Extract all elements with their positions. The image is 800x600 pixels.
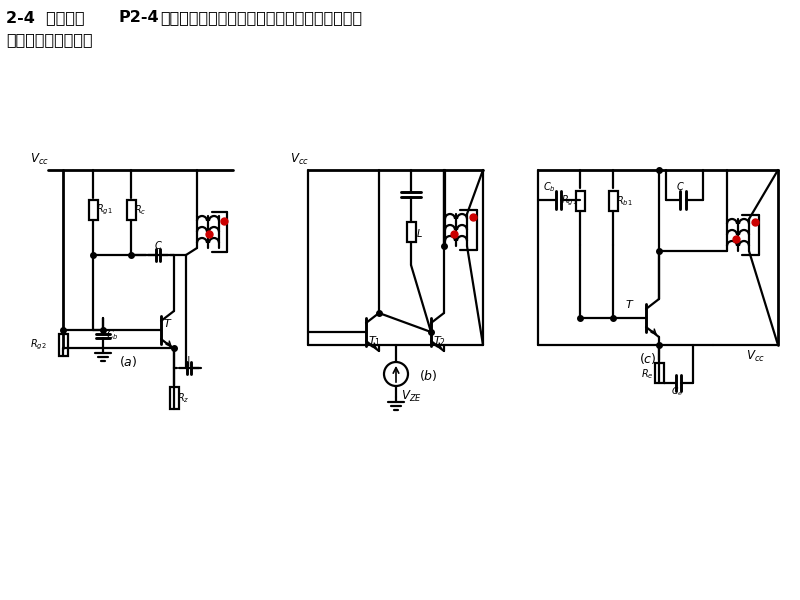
Text: $R_e$: $R_e$ <box>641 367 654 381</box>
Text: $V_{cc}$: $V_{cc}$ <box>30 152 49 167</box>
Text: $(c)$: $(c)$ <box>639 351 657 366</box>
Text: $L$: $L$ <box>416 227 423 239</box>
Text: $V_{cc}$: $V_{cc}$ <box>290 152 309 167</box>
Text: $R_c$: $R_c$ <box>134 203 146 217</box>
Text: P2-4: P2-4 <box>118 10 158 25</box>
Bar <box>406 222 415 242</box>
Text: $V_{cc}$: $V_{cc}$ <box>746 349 765 364</box>
Bar <box>89 200 98 220</box>
Text: 明变压器的同名端。: 明变压器的同名端。 <box>6 32 93 47</box>
Text: $R_z$: $R_z$ <box>177 391 190 405</box>
Text: 所示三种变压器耦合反馈振荡器的交流通路并注: 所示三种变压器耦合反馈振荡器的交流通路并注 <box>160 10 362 25</box>
Bar <box>170 387 178 409</box>
Bar <box>609 191 618 211</box>
Text: $R_{b1}$: $R_{b1}$ <box>616 194 633 208</box>
Bar <box>126 200 135 220</box>
Text: $C_b$: $C_b$ <box>543 180 556 194</box>
Text: $(b)$: $(b)$ <box>418 368 438 383</box>
Text: $T_1$: $T_1$ <box>368 334 381 348</box>
Text: $R_{g1}$: $R_{g1}$ <box>96 203 113 217</box>
Text: $T$: $T$ <box>163 317 173 329</box>
Text: $V_{ZE}$: $V_{ZE}$ <box>401 389 422 404</box>
Text: $T$: $T$ <box>625 298 634 310</box>
Text: $C_b$: $C_b$ <box>106 328 118 342</box>
Text: $C$: $C$ <box>154 239 162 251</box>
Text: $||$: $||$ <box>183 355 191 368</box>
Text: $C$: $C$ <box>676 180 685 192</box>
Bar <box>575 191 585 211</box>
Text: $(a)$: $(a)$ <box>119 354 137 369</box>
Text: 2-4  试画出图: 2-4 试画出图 <box>6 10 85 25</box>
Text: $R_{g2}$: $R_{g2}$ <box>30 338 46 352</box>
Bar <box>58 334 67 356</box>
Text: $R_{g1}$: $R_{g1}$ <box>561 194 578 208</box>
Text: $T_2$: $T_2$ <box>433 334 446 348</box>
Bar <box>654 363 663 383</box>
Text: $C_e$: $C_e$ <box>671 386 683 398</box>
